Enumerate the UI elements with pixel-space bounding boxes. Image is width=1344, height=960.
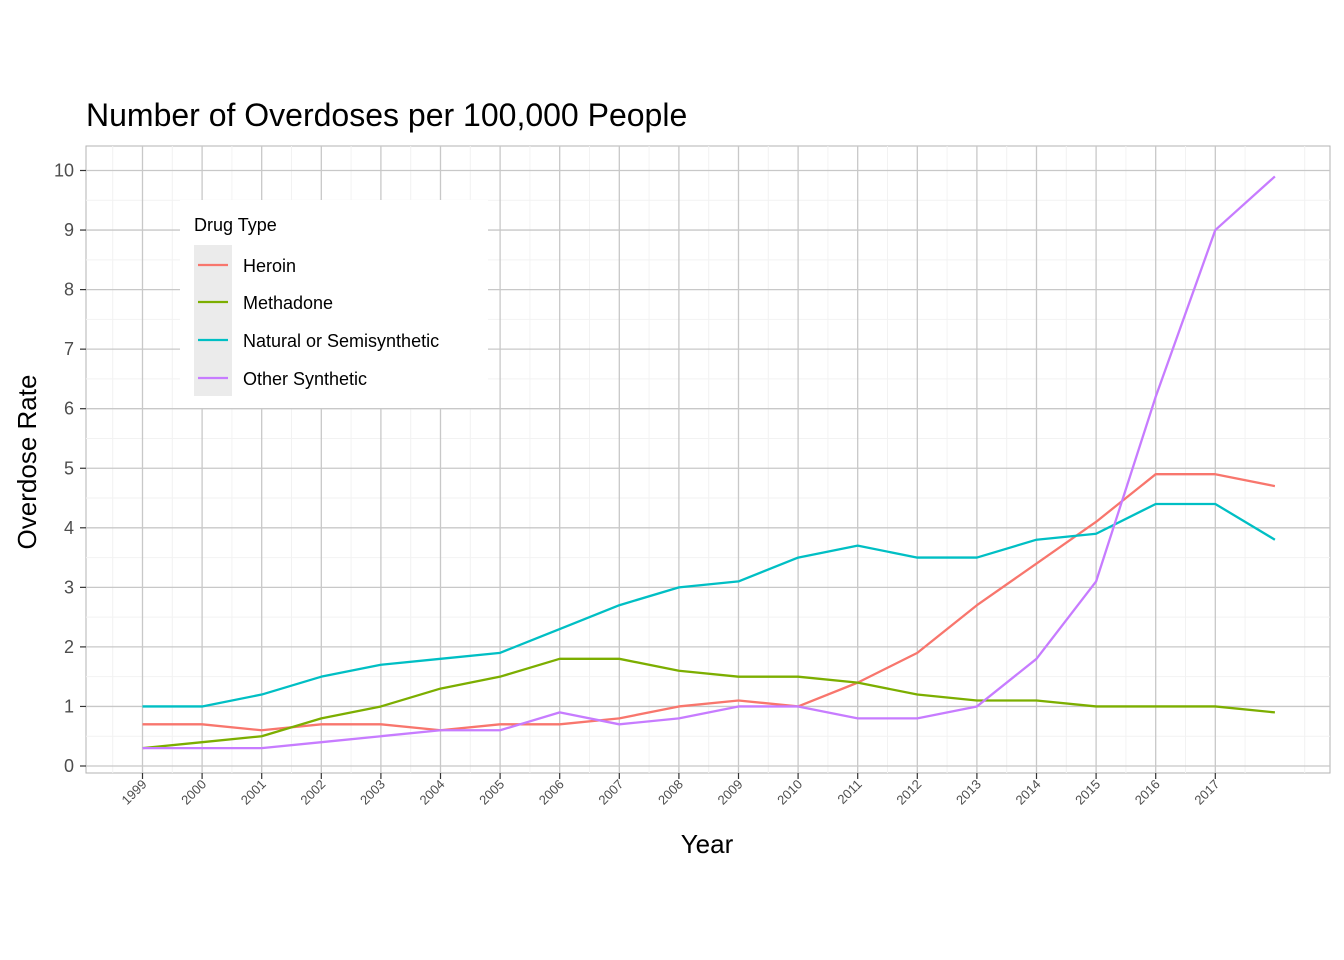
x-tick-label: 2006 bbox=[536, 777, 567, 808]
x-tick-label: 2005 bbox=[476, 777, 507, 808]
x-tick-label: 1999 bbox=[119, 777, 150, 808]
x-axis-title: Year bbox=[681, 829, 734, 859]
x-tick-label: 2002 bbox=[297, 777, 328, 808]
x-tick-label: 2004 bbox=[417, 777, 448, 808]
y-tick-label: 2 bbox=[64, 637, 74, 657]
series-lines bbox=[142, 175, 1276, 750]
series-line-natural-or-semisynthetic bbox=[142, 502, 1276, 708]
x-tick-label: 2015 bbox=[1072, 777, 1103, 808]
y-tick-label: 3 bbox=[64, 577, 74, 597]
y-axis: 0 1 2 3 4 5 6 7 8 9 10 bbox=[54, 161, 86, 776]
y-tick-label: 0 bbox=[64, 756, 74, 776]
legend-label-natural-or-semisynthetic: Natural or Semisynthetic bbox=[243, 331, 439, 351]
x-tick-label: 2011 bbox=[834, 777, 864, 807]
x-tick-label: 2016 bbox=[1132, 777, 1163, 808]
y-tick-label: 10 bbox=[54, 161, 74, 181]
legend-label-methadone: Methadone bbox=[243, 293, 333, 313]
y-tick-label: 8 bbox=[64, 280, 74, 300]
y-tick-label: 6 bbox=[64, 399, 74, 419]
x-tick-label: 2007 bbox=[595, 777, 626, 808]
series-line-heroin bbox=[142, 473, 1276, 732]
legend: Drug Type Heroin Methadone Natural or Semi… bbox=[180, 200, 488, 408]
legend-label-heroin: Heroin bbox=[243, 256, 296, 276]
x-tick-label: 2001 bbox=[238, 777, 269, 808]
x-tick-label: 2017 bbox=[1191, 777, 1222, 808]
x-tick-label: 2013 bbox=[953, 777, 984, 808]
x-tick-label: 2003 bbox=[357, 777, 388, 808]
y-tick-label: 4 bbox=[64, 518, 74, 538]
y-tick-label: 9 bbox=[64, 220, 74, 240]
y-axis-title: Overdose Rate bbox=[12, 375, 42, 550]
legend-title: Drug Type bbox=[194, 215, 277, 235]
legend-items: Heroin Methadone Natural or Semisynthetic O… bbox=[198, 256, 439, 389]
x-tick-label: 2012 bbox=[893, 777, 924, 808]
series-line-methadone bbox=[142, 657, 1276, 750]
series-line-other-synthetic bbox=[142, 175, 1276, 750]
x-tick-label: 2008 bbox=[655, 777, 686, 808]
x-tick-label: 2014 bbox=[1013, 777, 1044, 808]
x-tick-label: 2000 bbox=[178, 777, 209, 808]
legend-label-other-synthetic: Other Synthetic bbox=[243, 369, 367, 389]
y-tick-label: 5 bbox=[64, 458, 74, 478]
chart-title: Number of Overdoses per 100,000 People bbox=[86, 97, 687, 133]
x-tick-label: 2009 bbox=[715, 777, 746, 808]
x-axis: 1999 2000 2001 2002 2003 2004 2005 2006 2007 2008… bbox=[119, 773, 1222, 808]
y-tick-label: 7 bbox=[64, 339, 74, 359]
y-tick-label: 1 bbox=[64, 696, 74, 716]
legend-key-background bbox=[194, 245, 232, 396]
x-tick-label: 2010 bbox=[774, 777, 805, 808]
